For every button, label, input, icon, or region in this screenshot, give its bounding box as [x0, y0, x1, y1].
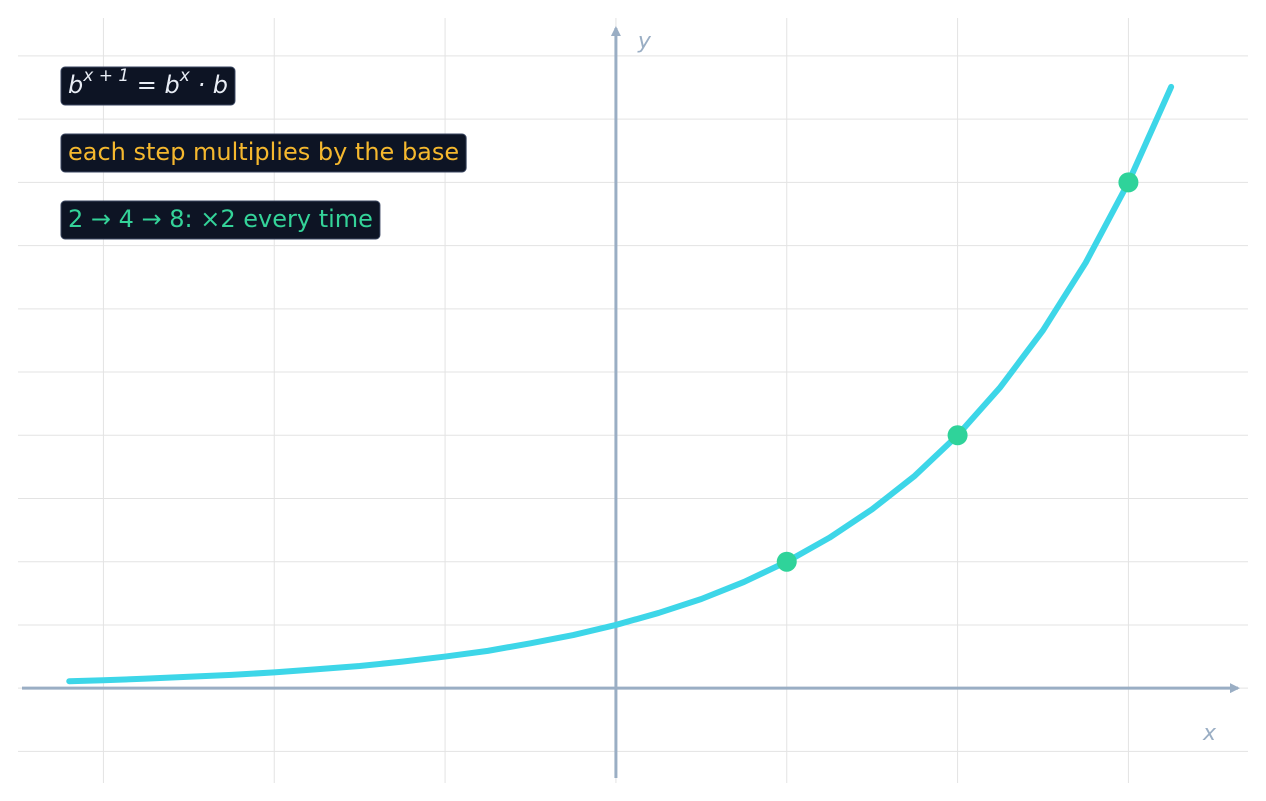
point	[776, 551, 797, 572]
annotation: 2 → 4 → 8: ×2 every time	[68, 205, 373, 233]
annotation: bx + 1 = bx · b	[68, 66, 228, 99]
superscript: x	[179, 66, 191, 86]
formula-part: · b	[190, 71, 228, 99]
curve	[66, 83, 1175, 685]
plot	[66, 83, 1175, 685]
point	[1118, 172, 1139, 193]
point	[947, 425, 968, 446]
axes: xy	[22, 26, 1240, 778]
formula-part: = b	[129, 71, 180, 99]
grid	[18, 18, 1248, 783]
annotations: bx + 1 = bx · b each step multiplies by t…	[60, 66, 467, 240]
annotation-box	[60, 200, 381, 240]
formula-part: b	[68, 71, 83, 99]
x-axis-label: x	[1202, 721, 1217, 746]
superscript: x + 1	[82, 66, 129, 86]
annotation: each step multiplies by the base	[68, 138, 459, 166]
annotation-box	[60, 66, 236, 106]
annotation-box	[60, 133, 467, 173]
y-axis-label: y	[637, 29, 652, 54]
